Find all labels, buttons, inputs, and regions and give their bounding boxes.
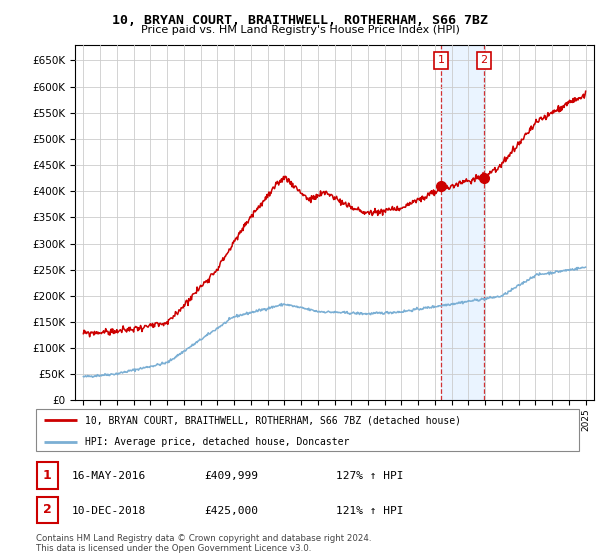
Text: £409,999: £409,999 — [204, 471, 258, 481]
Bar — [441, 45, 484, 400]
Text: 127% ↑ HPI: 127% ↑ HPI — [336, 471, 404, 481]
FancyBboxPatch shape — [36, 409, 579, 451]
Text: 10, BRYAN COURT, BRAITHWELL, ROTHERHAM, S66 7BZ: 10, BRYAN COURT, BRAITHWELL, ROTHERHAM, … — [112, 14, 488, 27]
Text: 10, BRYAN COURT, BRAITHWELL, ROTHERHAM, S66 7BZ (detached house): 10, BRYAN COURT, BRAITHWELL, ROTHERHAM, … — [85, 415, 461, 425]
Text: £425,000: £425,000 — [204, 506, 258, 516]
Text: 16-MAY-2016: 16-MAY-2016 — [72, 471, 146, 481]
Text: HPI: Average price, detached house, Doncaster: HPI: Average price, detached house, Donc… — [85, 437, 349, 446]
FancyBboxPatch shape — [37, 497, 58, 523]
Text: 121% ↑ HPI: 121% ↑ HPI — [336, 506, 404, 516]
Text: 1: 1 — [437, 55, 445, 66]
Text: Contains HM Land Registry data © Crown copyright and database right 2024.
This d: Contains HM Land Registry data © Crown c… — [36, 534, 371, 553]
Text: 2: 2 — [481, 55, 488, 66]
Text: Price paid vs. HM Land Registry's House Price Index (HPI): Price paid vs. HM Land Registry's House … — [140, 25, 460, 35]
Text: 2: 2 — [43, 503, 52, 516]
Text: 10-DEC-2018: 10-DEC-2018 — [72, 506, 146, 516]
Text: 1: 1 — [43, 469, 52, 482]
FancyBboxPatch shape — [37, 462, 58, 488]
